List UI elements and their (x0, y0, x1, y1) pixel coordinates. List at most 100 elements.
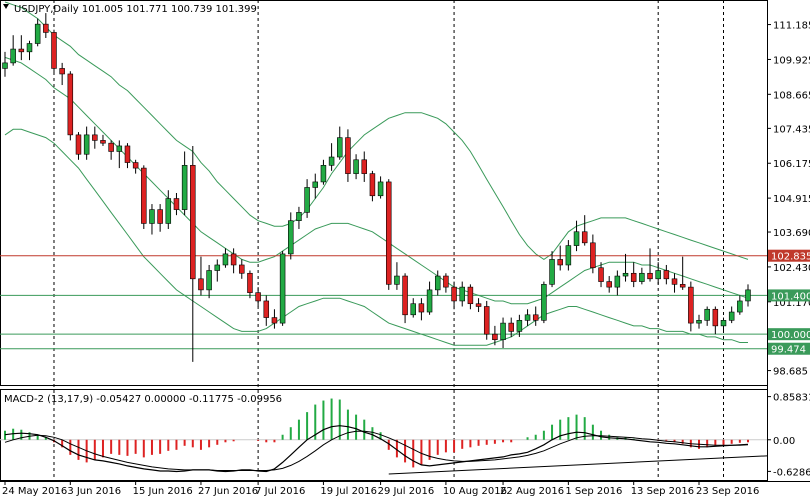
candle-body (565, 245, 572, 266)
time-tick-label: 24 May 2016 (2, 486, 67, 497)
candle-body (573, 231, 580, 246)
candle-body (10, 48, 16, 64)
level-badge (768, 289, 810, 302)
band-upper-band (4, 1, 749, 261)
candle-body (696, 320, 702, 324)
candle-body (475, 303, 482, 307)
candle-body (728, 311, 735, 321)
candle-body (230, 253, 237, 266)
candle-body (590, 242, 596, 269)
candle-body (353, 159, 359, 174)
price-axis-ticks: 111.185 109.925 108.665 107.435 106.175 104.9… (767, 21, 810, 378)
candle-body (402, 275, 408, 316)
candle-body (312, 181, 319, 188)
candle-body (345, 137, 351, 174)
candle-body (288, 220, 294, 255)
time-tick-label: 7 Jul 2016 (255, 486, 305, 497)
candle-body (108, 142, 114, 152)
band-middle-band (4, 56, 749, 305)
price-tick-label: 103.690 (773, 228, 810, 239)
candle-body (671, 278, 678, 285)
signal-line (4, 430, 749, 471)
candle-body (198, 278, 204, 291)
candle-body (304, 187, 310, 213)
candle-body (418, 303, 425, 313)
candle-body (712, 308, 719, 327)
collapse-arrow-icon[interactable] (3, 4, 9, 9)
candle-body (2, 62, 8, 69)
candle-body (663, 270, 670, 280)
candle-body (630, 272, 637, 282)
candle-body (222, 253, 229, 266)
macd-line (4, 425, 749, 473)
candle-body (549, 259, 555, 285)
time-tick-label: 23 Sep 2016 (696, 486, 759, 497)
price-tick-label: 111.185 (773, 21, 810, 32)
level-badge (768, 342, 810, 355)
candle-body (43, 23, 49, 33)
level-badges: 102.835 101.400 100.000 99.474 (768, 249, 810, 356)
main-chart-title: USDJPY,Daily 101.005 101.771 100.739 101… (14, 4, 257, 15)
candle-body (149, 209, 155, 224)
candle-body (737, 300, 743, 313)
price-tick-label: 104.915 (773, 194, 810, 205)
macd-lines (4, 425, 749, 473)
price-tick-label: 102.430 (773, 263, 810, 274)
candle-body (328, 156, 335, 166)
macd-tick-label: 0.00 (773, 436, 795, 447)
candle-body (247, 272, 253, 293)
price-tick-label: 109.925 (773, 55, 810, 66)
candle-body (83, 134, 90, 155)
candle-body (279, 253, 286, 324)
candle-body (132, 162, 139, 169)
candle-body (116, 145, 123, 152)
candle-body (51, 32, 57, 69)
candle-body (26, 43, 33, 53)
candle-body (410, 303, 416, 316)
candle-body (647, 272, 653, 280)
macd-trendline (388, 455, 768, 475)
candle-body (541, 284, 547, 321)
macd-title: MACD-2 (13,17,9) -0.05427 0.00000 -0.117… (4, 394, 282, 405)
candle-body (745, 289, 751, 302)
candle-body (639, 272, 645, 282)
candle-body (720, 320, 727, 327)
candle-body (459, 286, 465, 302)
time-tick-label: 1 Sep 2016 (565, 486, 622, 497)
trendline (388, 455, 768, 475)
candle-body (263, 300, 270, 318)
time-tick-label: 22 Aug 2016 (500, 486, 564, 497)
candle-body (100, 140, 106, 144)
price-tick-label: 98.685 (773, 367, 808, 378)
candle-body (581, 231, 588, 244)
candle-body (500, 322, 506, 341)
candle-body (296, 212, 302, 221)
candle-body (688, 286, 694, 324)
candle-body (492, 333, 498, 341)
candle-body (385, 181, 392, 285)
time-tick-label: 13 Sep 2016 (631, 486, 694, 497)
candle-body (255, 292, 261, 302)
time-axis-ticks: 24 May 2016 3 Jun 2016 15 Jun 2016 27 Jun 2… (2, 481, 759, 497)
time-tick-label: 29 Jul 2016 (378, 486, 435, 497)
macd-axis-ticks: 0.85831 0.00 -0.62865 (767, 393, 810, 478)
level-badge (768, 249, 810, 262)
candle-body (59, 68, 65, 75)
candle-body (483, 306, 490, 335)
candle-body (622, 272, 629, 277)
level-badge-label: 99.474 (771, 345, 806, 356)
candle-body (361, 159, 368, 174)
candle-body (451, 286, 457, 302)
candle-body (190, 165, 196, 280)
candle-body (704, 308, 710, 321)
candle-body (508, 322, 514, 332)
candle-body (34, 23, 41, 44)
price-tick-label: 107.435 (773, 124, 810, 135)
price-tick-label: 106.175 (773, 159, 810, 170)
time-tick-label: 19 Jul 2016 (320, 486, 377, 497)
candle-body (524, 314, 531, 321)
main-panel-frame (0, 0, 768, 386)
macd-tick-label: -0.62865 (773, 467, 810, 478)
